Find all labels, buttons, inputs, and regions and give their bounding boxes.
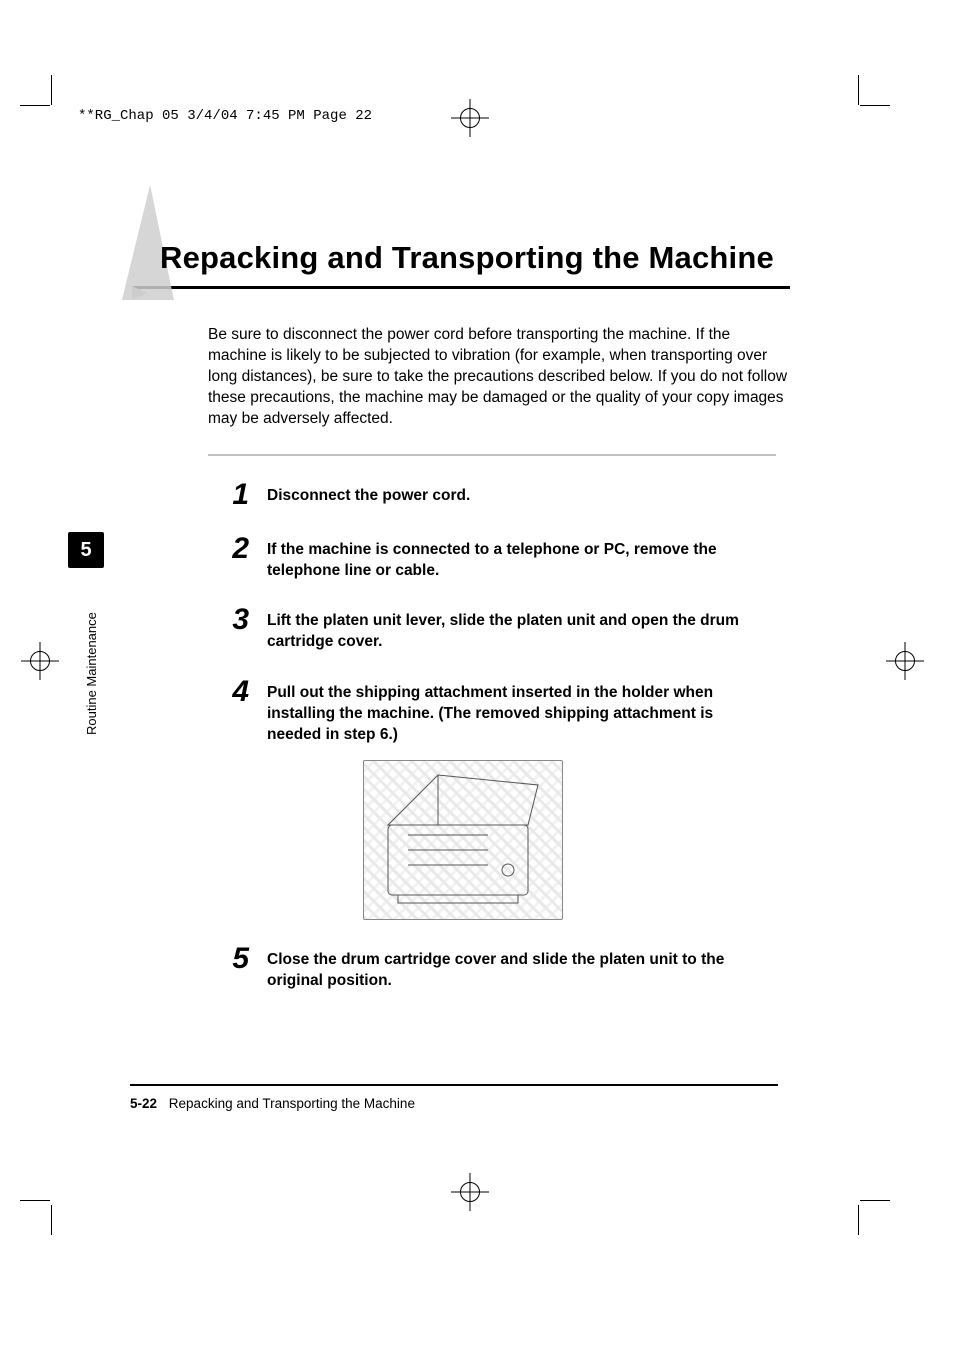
crop-line: [51, 1205, 52, 1235]
title-underline: [132, 286, 790, 289]
step-3: 3 Lift the platen unit lever, slide the …: [225, 605, 785, 653]
chapter-tab: 5: [68, 532, 104, 568]
crop-line: [51, 75, 52, 105]
step-number: 3: [225, 605, 249, 635]
page-title: Repacking and Transporting the Machine: [130, 240, 790, 276]
page-content: Repacking and Transporting the Machine B…: [130, 185, 790, 992]
side-section-label: Routine Maintenance: [84, 721, 99, 735]
step-number: 1: [225, 480, 249, 510]
crop-mark-bottom: [460, 1182, 480, 1202]
step-2: 2 If the machine is connected to a telep…: [225, 534, 785, 582]
crop-line: [858, 75, 859, 105]
print-slug: **RG_Chap 05 3/4/04 7:45 PM Page 22: [78, 108, 372, 124]
step-text: If the machine is connected to a telepho…: [267, 534, 767, 582]
footer-text: 5-22 Repacking and Transporting the Mach…: [130, 1096, 415, 1111]
steps-divider: [208, 454, 776, 456]
step-number: 2: [225, 534, 249, 564]
step-text: Pull out the shipping attachment inserte…: [267, 677, 767, 746]
crop-line: [20, 105, 50, 106]
printer-svg: [368, 765, 558, 915]
step-text: Close the drum cartridge cover and slide…: [267, 944, 767, 992]
step-number: 4: [225, 677, 249, 707]
footer-rule: [130, 1084, 778, 1086]
crop-mark-top: [460, 108, 480, 128]
step-5: 5 Close the drum cartridge cover and sli…: [225, 944, 785, 992]
step-1: 1 Disconnect the power cord.: [225, 480, 785, 510]
crop-mark-right: [895, 651, 915, 671]
steps-list: 1 Disconnect the power cord. 2 If the ma…: [225, 480, 785, 992]
footer-page-number: 5-22: [130, 1096, 157, 1111]
step-4: 4 Pull out the shipping attachment inser…: [225, 677, 785, 746]
crop-line: [860, 1200, 890, 1201]
step-text: Disconnect the power cord.: [267, 480, 470, 507]
crop-line: [860, 105, 890, 106]
crop-line: [20, 1200, 50, 1201]
step-text: Lift the platen unit lever, slide the pl…: [267, 605, 767, 653]
crop-line: [858, 1205, 859, 1235]
printer-illustration: [363, 760, 563, 920]
footer-section-label: Repacking and Transporting the Machine: [169, 1096, 415, 1111]
intro-paragraph: Be sure to disconnect the power cord bef…: [208, 325, 788, 430]
step-number: 5: [225, 944, 249, 974]
crop-mark-left: [30, 651, 50, 671]
